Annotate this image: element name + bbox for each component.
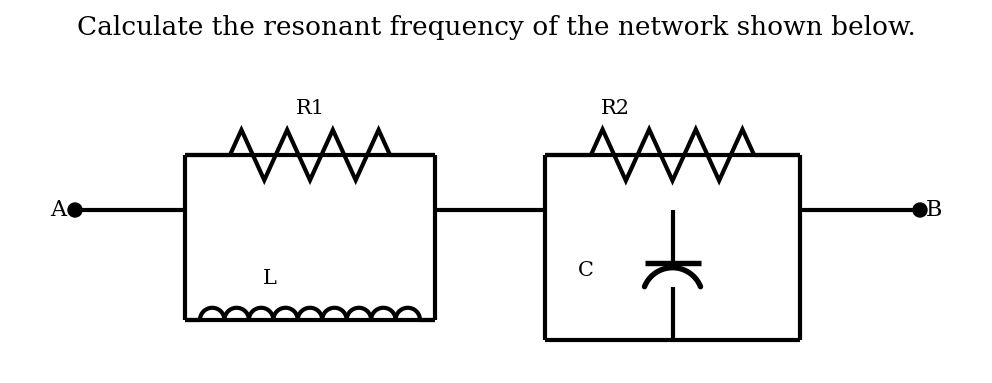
Text: L: L [263,268,277,288]
Text: R1: R1 [296,98,324,118]
Text: C: C [578,260,594,280]
Circle shape [68,203,82,217]
Text: B: B [926,199,942,221]
Text: Calculate the resonant frequency of the network shown below.: Calculate the resonant frequency of the … [76,15,916,41]
Text: R2: R2 [600,98,630,118]
Circle shape [913,203,927,217]
Text: A: A [50,199,66,221]
